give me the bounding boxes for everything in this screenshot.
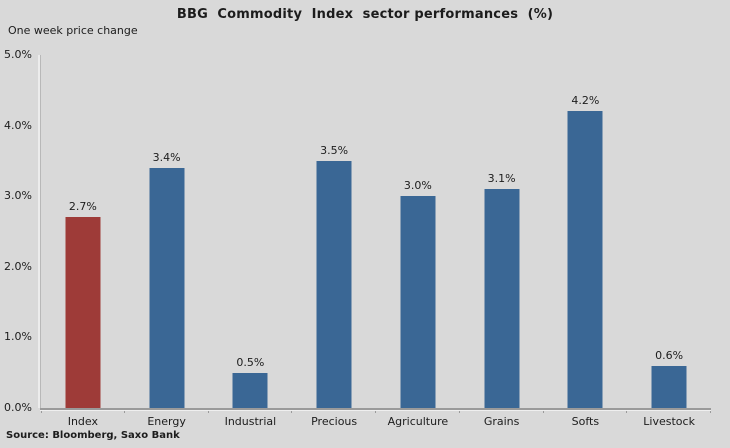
bar-precious <box>316 160 352 408</box>
bar-value-label: 3.1% <box>487 172 516 186</box>
bar-energy <box>149 167 185 408</box>
x-axis-tick <box>626 408 628 413</box>
x-axis-tick <box>123 408 125 413</box>
bar-value-label: 2.7% <box>68 200 97 214</box>
y-tick-label: 0.0% <box>4 401 32 414</box>
y-tick-label: 2.0% <box>4 259 32 273</box>
bar-index <box>65 217 101 408</box>
bar-slot: 0.6% Livestock <box>627 55 711 428</box>
plot-area: 0.0% 1.0% 2.0% 3.0% 4.0% 5.0% 2.7% Index 3.4% En… <box>4 48 711 428</box>
x-axis-tick <box>458 408 460 413</box>
x-category-label: Energy <box>147 415 186 428</box>
bar-slot: 0.5% Industrial <box>209 55 293 428</box>
bar-slot: 4.2% Softs <box>544 55 628 428</box>
bar-softs <box>567 111 603 408</box>
bar-slot: 3.1% Grains <box>460 55 544 428</box>
bar-livestock <box>651 365 687 408</box>
x-category-label: Softs <box>571 415 600 428</box>
y-tick-label: 3.0% <box>4 189 32 203</box>
bar-agriculture <box>400 196 436 408</box>
bar-value-label: 3.4% <box>152 150 181 164</box>
x-axis-tick <box>291 408 293 413</box>
x-category-label: Index <box>67 415 99 428</box>
x-category-label: Industrial <box>224 415 277 428</box>
x-axis-tick <box>542 408 544 413</box>
x-category-label: Agriculture <box>387 415 449 428</box>
bars: 2.7% Index 3.4% Energy 0.5% Industrial 3.5% Pre… <box>41 55 711 428</box>
y-axis-tick-labels: 0.0% 1.0% 2.0% 3.0% 4.0% 5.0% <box>0 48 34 414</box>
y-tick-label: 5.0% <box>4 48 32 61</box>
bar-value-label: 0.5% <box>236 355 265 369</box>
y-tick-label: 1.0% <box>4 330 32 344</box>
x-category-label: Grains <box>483 415 520 428</box>
bar-slot: 3.5% Precious <box>292 55 376 428</box>
x-axis-tick <box>710 408 711 413</box>
y-tick-label: 4.0% <box>4 118 32 132</box>
bar-slot: 2.7% Index <box>41 55 125 428</box>
bar-slot: 3.4% Energy <box>125 55 209 428</box>
x-axis-line <box>40 408 711 410</box>
bar-value-label: 3.0% <box>403 179 432 193</box>
x-axis-tick <box>375 408 376 413</box>
bar-value-label: 4.2% <box>571 94 600 108</box>
chart-title: BBG Commodity Index sector performances … <box>176 7 554 22</box>
bar-industrial <box>232 372 268 408</box>
bar-value-label: 0.6% <box>655 348 684 362</box>
y-axis-caption: One week price change <box>8 24 138 37</box>
x-axis-tick <box>207 408 209 413</box>
bar-slot: 3.0% Agriculture <box>376 55 460 428</box>
x-axis-tick <box>41 408 42 413</box>
bar-value-label: 3.5% <box>320 143 349 157</box>
bar-grains <box>484 189 520 408</box>
source-note: Source: Bloomberg, Saxo Bank <box>6 430 180 441</box>
x-category-label: Precious <box>311 415 358 428</box>
x-category-label: Livestock <box>643 415 695 428</box>
